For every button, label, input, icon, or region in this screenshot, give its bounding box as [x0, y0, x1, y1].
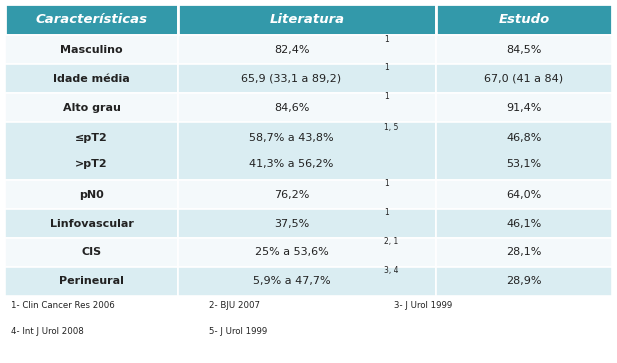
Text: 2, 1: 2, 1: [384, 237, 399, 246]
Text: 91,4%: 91,4%: [507, 103, 542, 113]
Bar: [178, 122, 436, 180]
Bar: [178, 64, 436, 93]
Bar: [178, 36, 436, 64]
Text: 1: 1: [384, 34, 389, 44]
Text: Linfovascular: Linfovascular: [49, 219, 133, 229]
Text: Perineural: Perineural: [59, 276, 124, 286]
Bar: [178, 238, 436, 267]
Bar: [178, 180, 436, 209]
Bar: [436, 4, 612, 36]
Text: 1: 1: [384, 93, 389, 101]
Text: 1: 1: [384, 64, 389, 73]
Text: 1- Clin Cancer Res 2006: 1- Clin Cancer Res 2006: [11, 301, 115, 310]
Text: 3, 4: 3, 4: [384, 266, 399, 275]
Text: 41,3% a 56,2%: 41,3% a 56,2%: [249, 159, 334, 169]
Text: 82,4%: 82,4%: [274, 45, 309, 55]
Text: 25% a 53,6%: 25% a 53,6%: [255, 248, 328, 257]
Text: Masculino: Masculino: [60, 45, 123, 55]
Text: Idade média: Idade média: [53, 74, 130, 84]
Bar: [5, 180, 178, 209]
Text: 2- BJU 2007: 2- BJU 2007: [209, 301, 260, 310]
Bar: [436, 93, 612, 122]
Bar: [5, 238, 178, 267]
Bar: [5, 64, 178, 93]
Text: 67,0 (41 a 84): 67,0 (41 a 84): [484, 74, 563, 84]
Text: 64,0%: 64,0%: [507, 189, 542, 200]
Text: 1, 5: 1, 5: [384, 122, 399, 131]
Text: 76,2%: 76,2%: [274, 189, 309, 200]
Bar: [436, 64, 612, 93]
Bar: [5, 4, 178, 36]
Text: 5,9% a 47,7%: 5,9% a 47,7%: [253, 276, 330, 286]
Text: Alto grau: Alto grau: [62, 103, 120, 113]
Text: ≤pT2: ≤pT2: [75, 134, 108, 143]
Bar: [5, 122, 178, 180]
Text: 84,6%: 84,6%: [274, 103, 309, 113]
Text: 1: 1: [384, 208, 389, 217]
Text: Estudo: Estudo: [499, 13, 550, 26]
Bar: [5, 267, 178, 296]
Text: CIS: CIS: [81, 248, 102, 257]
Text: 28,9%: 28,9%: [507, 276, 542, 286]
Bar: [178, 93, 436, 122]
Text: 3- J Urol 1999: 3- J Urol 1999: [394, 301, 452, 310]
Text: pN0: pN0: [79, 189, 104, 200]
Bar: [178, 267, 436, 296]
Bar: [178, 4, 436, 36]
Text: 4- Int J Urol 2008: 4- Int J Urol 2008: [11, 327, 84, 336]
Bar: [436, 122, 612, 180]
Text: >pT2: >pT2: [75, 159, 108, 169]
Text: 46,1%: 46,1%: [507, 219, 542, 229]
Text: Características: Características: [35, 13, 147, 26]
Text: 5- J Urol 1999: 5- J Urol 1999: [209, 327, 267, 336]
Text: 28,1%: 28,1%: [507, 248, 542, 257]
Bar: [436, 209, 612, 238]
Bar: [5, 36, 178, 64]
Text: 65,9 (33,1 a 89,2): 65,9 (33,1 a 89,2): [241, 74, 342, 84]
Bar: [436, 238, 612, 267]
Text: 37,5%: 37,5%: [274, 219, 309, 229]
Text: Literatura: Literatura: [270, 13, 344, 26]
Text: 53,1%: 53,1%: [507, 159, 542, 169]
Bar: [5, 209, 178, 238]
Bar: [436, 267, 612, 296]
Text: 58,7% a 43,8%: 58,7% a 43,8%: [249, 134, 334, 143]
Bar: [5, 93, 178, 122]
Text: 84,5%: 84,5%: [507, 45, 542, 55]
Text: 46,8%: 46,8%: [507, 134, 542, 143]
Bar: [436, 36, 612, 64]
Bar: [436, 180, 612, 209]
Bar: [178, 209, 436, 238]
Text: 1: 1: [384, 179, 389, 188]
